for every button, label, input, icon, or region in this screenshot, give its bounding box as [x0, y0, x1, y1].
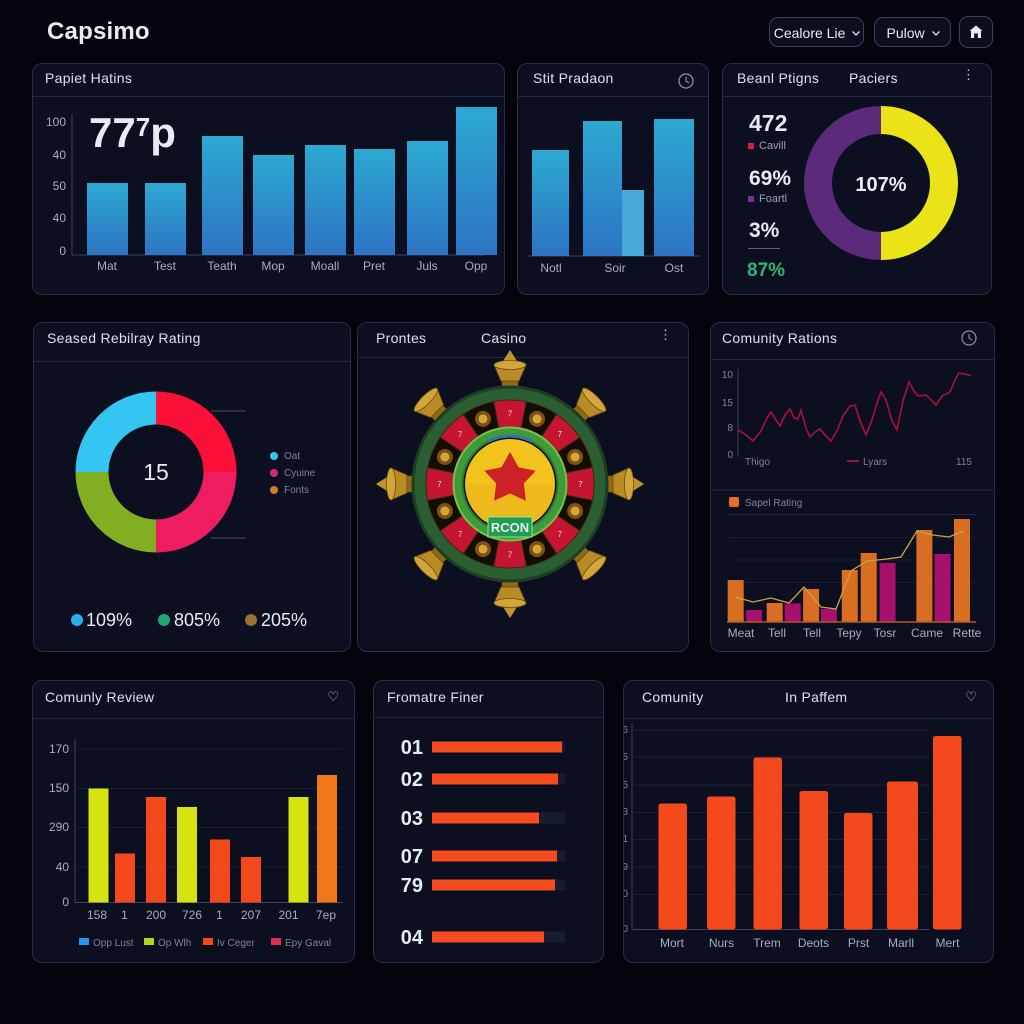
svg-text:40: 40	[56, 860, 70, 874]
svg-text:03: 03	[401, 808, 423, 830]
svg-text:201: 201	[278, 908, 298, 922]
svg-text:805%: 805%	[174, 610, 220, 630]
svg-text:Iv Ceger: Iv Ceger	[217, 938, 255, 949]
svg-text:Marll: Marll	[888, 936, 914, 950]
svg-text:0: 0	[62, 895, 69, 909]
svg-text:7: 7	[437, 480, 442, 489]
svg-text:7: 7	[508, 410, 513, 419]
svg-text:40: 40	[53, 148, 67, 162]
svg-text:6: 6	[624, 725, 628, 736]
svg-text:10: 10	[722, 370, 734, 381]
svg-text:9: 9	[624, 862, 628, 873]
svg-text:205%: 205%	[261, 610, 307, 630]
svg-text:170: 170	[49, 742, 69, 756]
svg-text:100: 100	[46, 115, 66, 129]
svg-text:Pret: Pret	[363, 259, 386, 273]
svg-text:01: 01	[401, 737, 423, 759]
svg-text:40: 40	[53, 211, 67, 225]
svg-text:04: 04	[401, 927, 424, 949]
svg-text:Lyars: Lyars	[863, 457, 887, 468]
svg-text:07: 07	[401, 846, 423, 868]
svg-text:1: 1	[624, 834, 628, 845]
svg-text:Mat: Mat	[97, 259, 118, 273]
svg-text:79: 79	[401, 875, 423, 897]
svg-text:Opp Lust: Opp Lust	[93, 938, 134, 949]
svg-text:109%: 109%	[86, 610, 132, 630]
svg-text:Fonts: Fonts	[284, 485, 309, 496]
svg-text:Notl: Notl	[540, 261, 561, 275]
svg-text:Mert: Mert	[936, 936, 961, 950]
svg-text:0: 0	[727, 450, 733, 461]
svg-text:Teath: Teath	[207, 259, 236, 273]
svg-text:Test: Test	[154, 259, 177, 273]
svg-text:Tepy: Tepy	[836, 626, 861, 640]
svg-text:Meat: Meat	[728, 626, 755, 640]
svg-text:7: 7	[558, 530, 563, 539]
svg-text:7: 7	[558, 430, 563, 439]
svg-text:7ep: 7ep	[316, 908, 336, 922]
svg-text:7: 7	[458, 430, 463, 439]
svg-text:8: 8	[727, 423, 733, 434]
svg-text:7: 7	[578, 480, 583, 489]
svg-text:15: 15	[143, 459, 169, 485]
svg-text:290: 290	[49, 820, 69, 834]
svg-text:Op Wlh: Op Wlh	[158, 938, 191, 949]
svg-text:Opp: Opp	[465, 259, 488, 273]
svg-text:Rette: Rette	[953, 626, 982, 640]
svg-text:Tosr: Tosr	[874, 626, 897, 640]
svg-text:Ost: Ost	[665, 261, 684, 275]
svg-text:50: 50	[53, 179, 67, 193]
svg-text:Cyuine: Cyuine	[284, 468, 316, 479]
svg-text:Prst: Prst	[848, 936, 870, 950]
svg-text:Juls: Juls	[416, 259, 437, 273]
svg-text:1: 1	[216, 908, 223, 922]
svg-text:Sapel Rating: Sapel Rating	[745, 498, 802, 509]
svg-text:1: 1	[121, 908, 128, 922]
svg-text:Thigo: Thigo	[745, 457, 770, 468]
svg-text:Nurs: Nurs	[709, 936, 734, 950]
svg-text:107%: 107%	[855, 174, 906, 196]
svg-text:0: 0	[624, 924, 628, 935]
svg-text:726: 726	[182, 908, 202, 922]
svg-text:0: 0	[59, 244, 66, 258]
svg-text:Mop: Mop	[261, 259, 285, 273]
svg-text:115: 115	[956, 457, 972, 468]
svg-text:5: 5	[624, 780, 628, 791]
svg-text:0: 0	[624, 889, 628, 900]
svg-text:Soir: Soir	[604, 261, 625, 275]
svg-text:Came: Came	[911, 626, 943, 640]
svg-text:Trem: Trem	[753, 936, 781, 950]
svg-text:7: 7	[508, 551, 513, 560]
svg-text:158: 158	[87, 908, 107, 922]
svg-text:02: 02	[401, 769, 423, 791]
svg-text:200: 200	[146, 908, 166, 922]
svg-text:Oat: Oat	[284, 451, 300, 462]
svg-text:RCON: RCON	[491, 520, 529, 535]
svg-text:150: 150	[49, 781, 69, 795]
svg-text:Moall: Moall	[311, 259, 340, 273]
svg-text:7: 7	[458, 530, 463, 539]
svg-text:Mort: Mort	[660, 936, 685, 950]
svg-text:Deots: Deots	[798, 936, 829, 950]
svg-text:3: 3	[624, 807, 628, 818]
svg-text:Tell: Tell	[803, 626, 821, 640]
svg-text:207: 207	[241, 908, 261, 922]
svg-text:15: 15	[722, 398, 734, 409]
svg-text:5: 5	[624, 752, 628, 763]
svg-text:Tell: Tell	[768, 626, 786, 640]
svg-text:Epy Gaval: Epy Gaval	[285, 938, 331, 949]
